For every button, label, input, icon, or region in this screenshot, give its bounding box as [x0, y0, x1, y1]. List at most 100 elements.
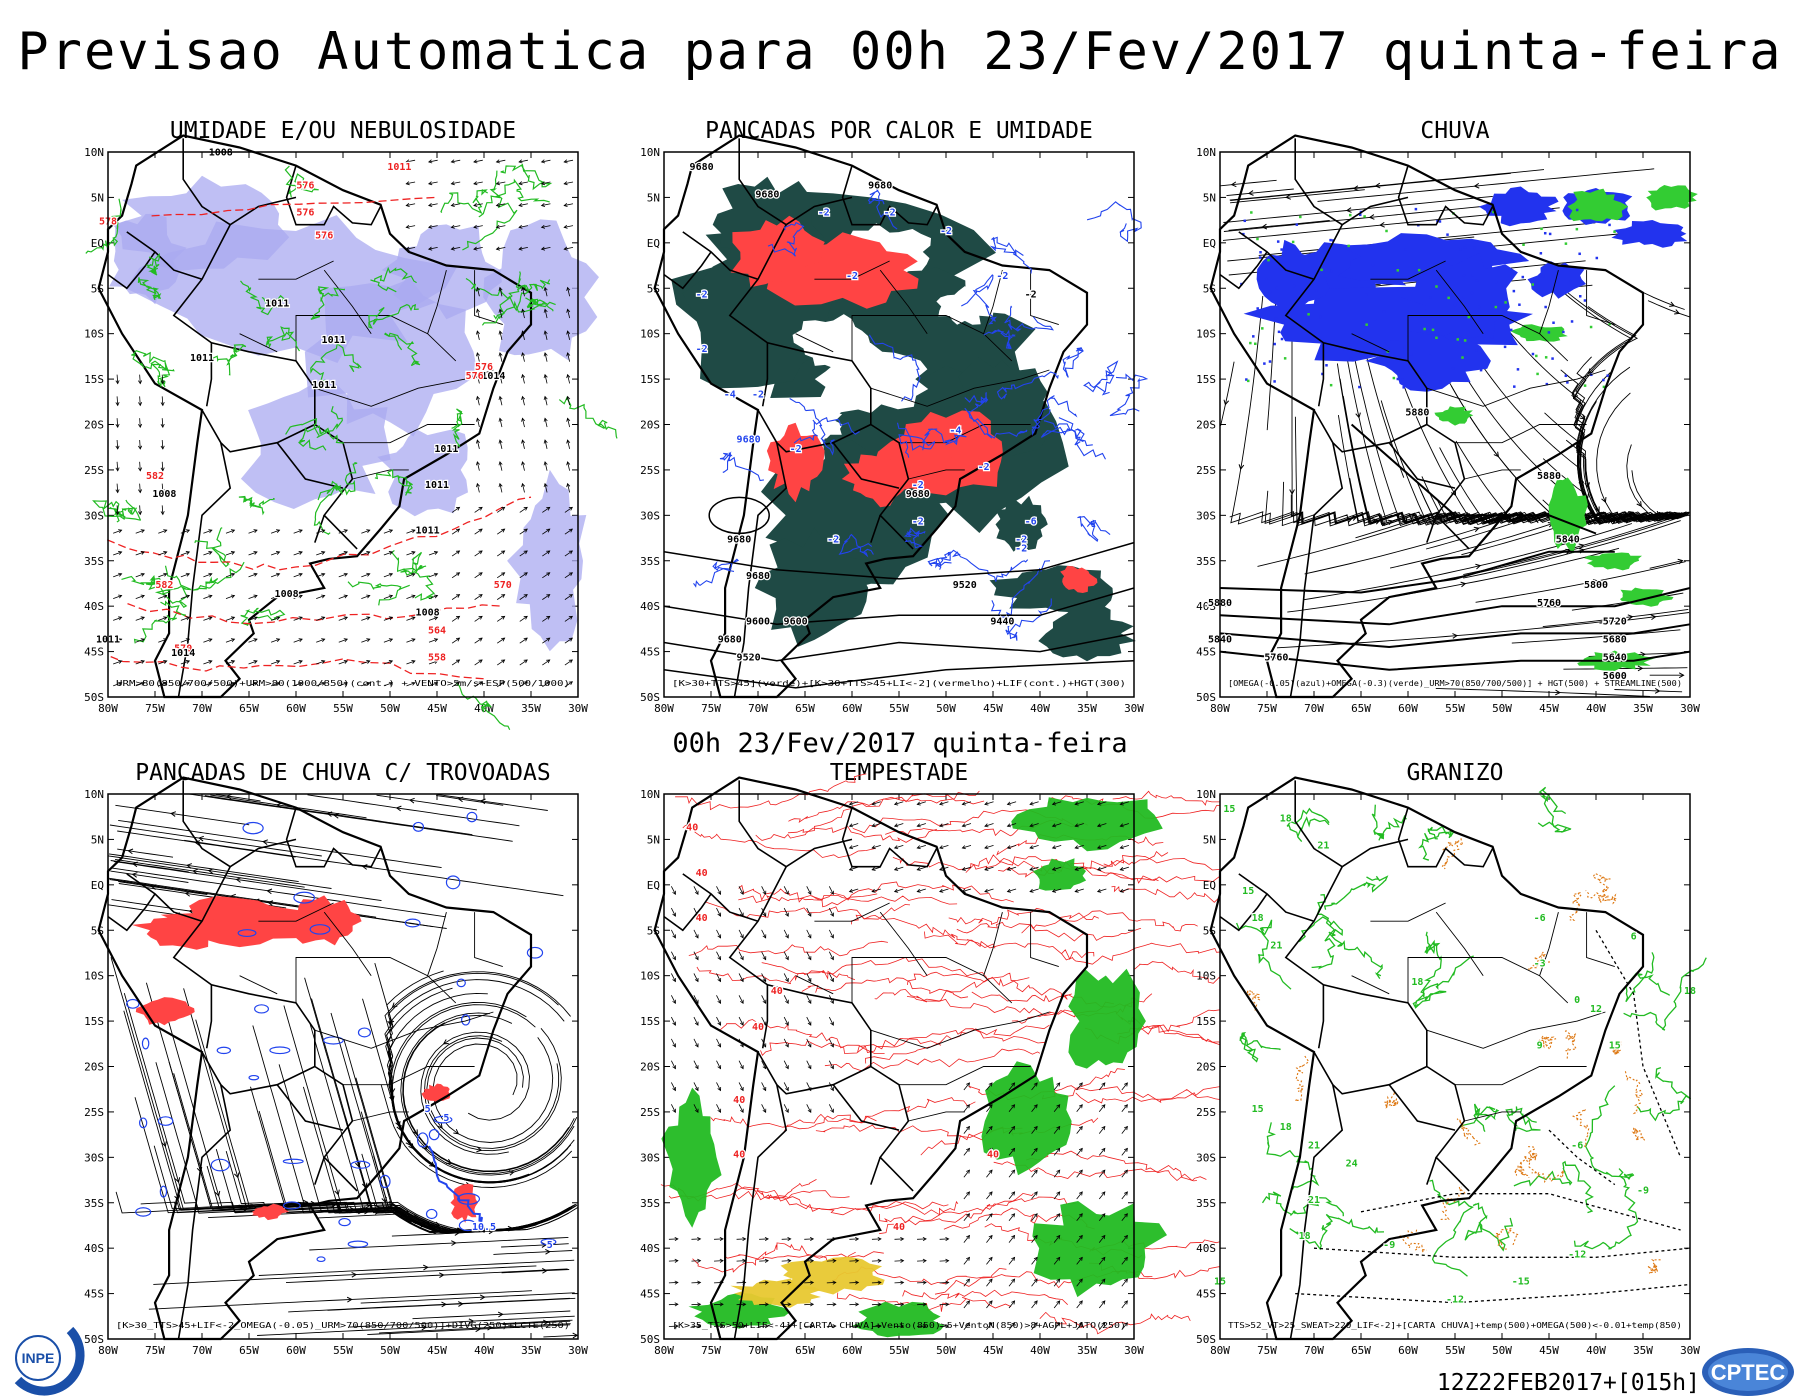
- omega-weak-fill: [1527, 261, 1587, 299]
- wind-vector-head: [877, 1280, 882, 1285]
- wind-vector: [828, 973, 834, 982]
- k-index-contour: [956, 921, 1142, 942]
- wind-vector-head: [988, 1322, 993, 1327]
- wind-vector: [917, 801, 926, 805]
- lon-tick-label: 75W: [1257, 1344, 1277, 1357]
- wind-vector: [496, 594, 505, 600]
- wind-vector-head: [672, 890, 676, 896]
- panel-title-granizo: GRANIZO: [1406, 760, 1504, 786]
- wind-vector-head: [160, 467, 165, 472]
- wind-vector-head: [298, 529, 303, 534]
- wind-vector: [761, 886, 767, 895]
- precip-dot: [1471, 274, 1475, 277]
- wind-vector: [962, 866, 972, 871]
- wind-vector: [671, 973, 676, 982]
- wind-vector-head: [988, 1278, 993, 1283]
- precip-dot: [1246, 379, 1250, 383]
- streamline-250hpa-arrow: [198, 835, 204, 842]
- wind-vector-head: [694, 1065, 699, 1070]
- wind-vector: [451, 681, 460, 688]
- wind-vector: [716, 1104, 721, 1113]
- streamline-250hpa: [436, 795, 504, 806]
- country-border: [1388, 1084, 1456, 1131]
- wind-vector: [338, 551, 348, 556]
- wind-vector: [872, 866, 881, 871]
- state-border: [239, 975, 278, 995]
- wind-vector: [671, 1104, 676, 1113]
- precip-dot: [1268, 360, 1272, 363]
- contour-label: 1014: [171, 648, 195, 659]
- wind-vector: [1097, 801, 1107, 805]
- streamline-500hpa: [1577, 366, 1688, 523]
- divergence-contour: [425, 1208, 438, 1220]
- lon-tick-label: 50W: [1492, 1344, 1512, 1357]
- wind-vector-head: [697, 1236, 702, 1242]
- wind-vector: [544, 418, 548, 428]
- streamline-250hpa: [288, 1297, 570, 1313]
- precip-dot: [1435, 336, 1438, 340]
- temp-500-contour: [1595, 929, 1682, 1158]
- wind-vector: [474, 507, 483, 513]
- wind-vector: [293, 595, 303, 600]
- wind-vector-head: [388, 572, 394, 577]
- wind-vector-head: [366, 638, 371, 643]
- wind-vector-head: [717, 934, 722, 939]
- streamline-500hpa: [1317, 168, 1655, 202]
- wind-vector-head: [253, 660, 258, 664]
- wind-vector: [519, 572, 528, 579]
- wind-vector-head: [366, 572, 371, 577]
- precip-dot: [1343, 348, 1346, 351]
- wind-vector: [564, 594, 573, 600]
- wind-vector: [1076, 1082, 1083, 1091]
- precip-dot: [1373, 318, 1377, 321]
- humidity-contour: [154, 565, 192, 608]
- streamline-250hpa: [153, 1265, 537, 1285]
- wind-vector: [671, 1016, 676, 1026]
- wind-vector: [248, 551, 258, 556]
- wind-vector: [542, 572, 550, 579]
- country-border: [1313, 409, 1428, 453]
- wind-vector-head: [546, 528, 551, 533]
- lon-tick-label: 60W: [842, 702, 862, 715]
- streamline-250hpa-arrow: [174, 1177, 181, 1184]
- panel-legend: [K>30_TTS>45+LIF<-2_OMEGA(-0.05)_URM>70(…: [116, 1320, 570, 1330]
- wind-vector-head: [140, 681, 145, 686]
- wind-vector: [225, 551, 235, 556]
- wind-vector: [544, 483, 548, 493]
- omega-500-contour: [1569, 891, 1582, 922]
- lon-tick-label: 80W: [98, 1344, 118, 1357]
- humidity-fill: [240, 381, 391, 509]
- wind-vector-head: [498, 461, 503, 466]
- country-border: [870, 515, 881, 543]
- contour-label: -15: [1512, 1277, 1530, 1288]
- wind-vector-head: [984, 845, 989, 850]
- wind-vector: [139, 505, 141, 515]
- wind-vector: [522, 287, 525, 297]
- precip-dot: [1429, 296, 1432, 299]
- wind-vector-head: [115, 445, 120, 450]
- precip-dot: [1382, 310, 1386, 313]
- lat-tick-label: 20S: [84, 419, 104, 432]
- wind-vector: [1076, 1322, 1083, 1331]
- wind-vector-head: [830, 956, 834, 961]
- wind-vector-head: [1119, 801, 1124, 806]
- wind-vector: [203, 682, 213, 687]
- wind-vector-head: [253, 529, 258, 534]
- wind-vector: [451, 528, 460, 535]
- lon-tick-label: 45W: [983, 702, 1003, 715]
- wind-vector: [248, 682, 258, 687]
- wind-vector: [1008, 1300, 1015, 1309]
- wind-vector-head: [405, 246, 410, 251]
- wind-vector: [1076, 1126, 1083, 1134]
- precip-dot: [1477, 305, 1481, 309]
- precip-dot: [1256, 307, 1259, 310]
- wind-vector: [872, 823, 881, 827]
- lifted-index-contour: [1031, 395, 1078, 436]
- streamline-500hpa-arrow: [1669, 301, 1676, 307]
- wind-vector: [564, 225, 574, 228]
- streamline-250hpa: [374, 962, 572, 1184]
- wind-vector: [474, 681, 483, 688]
- wind-vector: [428, 682, 438, 687]
- wind-vector-head: [1011, 1147, 1016, 1152]
- wind-vector: [248, 529, 258, 534]
